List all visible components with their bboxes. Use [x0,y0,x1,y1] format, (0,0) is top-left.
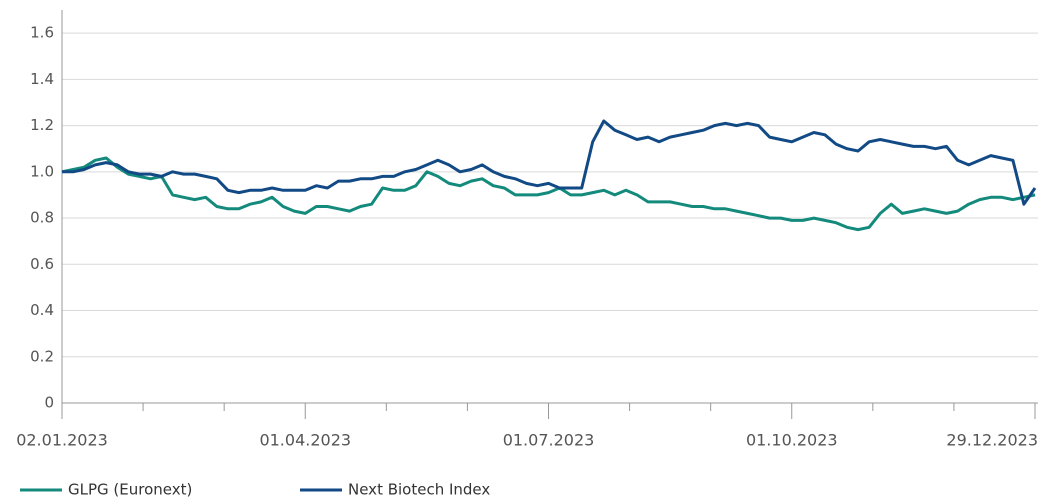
legend-label: Next Biotech Index [348,481,490,499]
legend-label: GLPG (Euronext) [68,481,192,499]
x-tick-label: 01.07.2023 [503,431,595,450]
series-line [61,156,1036,232]
x-tick-label: 02.01.2023 [16,431,108,450]
y-tick-label: 0.4 [30,301,54,319]
series-line [62,119,1037,206]
x-tick-label: 01.10.2023 [746,431,838,450]
y-tick-label: 1.2 [30,116,54,134]
y-tick-label: 0.8 [30,209,54,227]
y-tick-label: 0.2 [30,347,54,365]
x-tick-label: 29.12.2023 [946,431,1038,450]
y-tick-label: 0 [44,394,54,412]
y-tick-label: 1.0 [30,162,54,180]
y-tick-label: 0.6 [30,255,54,273]
y-tick-label: 1.4 [30,70,54,88]
x-tick-label: 01.04.2023 [259,431,351,450]
y-tick-label: 1.6 [30,24,54,42]
